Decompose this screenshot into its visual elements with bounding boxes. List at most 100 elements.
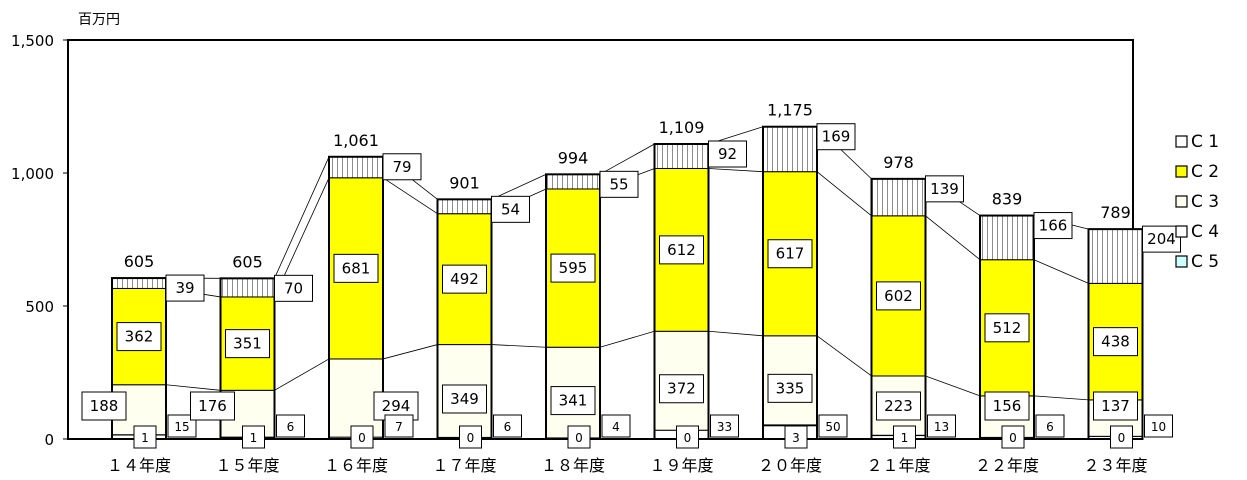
data-label-c1: 79 (382, 153, 422, 181)
data-label-c3: 349 (442, 384, 487, 414)
data-label-c3-text: 341 (559, 392, 588, 410)
data-label-c3: 335 (767, 373, 813, 403)
data-label-c2-text: 492 (450, 270, 479, 288)
data-label-c3-box (81, 391, 127, 421)
bar-c1 (871, 178, 926, 217)
data-label-c2-text: 438 (1101, 333, 1130, 351)
data-label-c3-text: 223 (884, 397, 913, 415)
data-label-c4-box (676, 425, 699, 449)
data-label-c5-box (710, 414, 739, 438)
data-label-c5: 7 (384, 414, 414, 438)
data-label-c2: 617 (767, 239, 813, 269)
data-label-c5-box (167, 414, 197, 438)
data-label-c4: 1 (133, 425, 157, 449)
total-label: 994 (558, 148, 589, 167)
x-tick-label: １８年度 (541, 456, 605, 475)
data-label-c4: 1 (893, 425, 916, 449)
data-label-c1-text: 139 (930, 180, 959, 198)
data-label-c5-box (276, 414, 305, 438)
data-label-c3-box (876, 391, 921, 421)
data-label-c4-box (133, 425, 157, 449)
x-tick-label: １５年度 (215, 456, 279, 475)
data-label-c2-box (659, 235, 704, 265)
connector-c2 (708, 168, 764, 173)
data-label-c3: 341 (550, 386, 596, 416)
connector-lines (165, 126, 1089, 401)
data-label-c4-text: 1 (250, 431, 258, 445)
data-label-c4-box (1001, 425, 1025, 449)
data-label-c5-text: 13 (934, 420, 949, 434)
data-label-c1: 39 (165, 274, 205, 302)
data-label-c5-box (1035, 414, 1065, 438)
data-label-c5-text: 15 (174, 420, 189, 434)
data-label-c5-text: 6 (1046, 420, 1054, 434)
data-label-c5-text: 6 (504, 420, 512, 434)
data-label-c2-text: 512 (993, 319, 1022, 337)
data-label-c4: 0 (676, 425, 699, 449)
data-label-c2-box (225, 329, 270, 359)
data-label-c1: 92 (708, 140, 747, 168)
x-axis: １４年度 １５年度 １６年度 １７年度 １８年度 １９年度 ２０年度 ２１年度 ２２年度 ２３年度 (107, 456, 1148, 475)
data-label-c3: 372 (659, 374, 704, 404)
connector-c3 (274, 358, 330, 391)
legend-swatch (1175, 225, 1188, 238)
data-label-c5-box (601, 414, 631, 438)
data-label-c3-text: 335 (776, 379, 805, 397)
data-label-c2-box (767, 239, 813, 269)
legend-swatch (1175, 165, 1188, 178)
data-label-c1-box (816, 123, 856, 151)
data-label-c5: 6 (1035, 414, 1065, 438)
total-label: 839 (992, 190, 1023, 209)
data-label-c2-text: 602 (884, 287, 913, 305)
data-label-c1: 139 (925, 175, 964, 203)
x-tick-label: １６年度 (324, 456, 388, 475)
data-label-c4: 3 (784, 425, 808, 449)
total-label: 1,109 (659, 118, 705, 137)
x-tick-label: ２０年度 (758, 456, 822, 475)
data-label-c4-text: 0 (358, 431, 366, 445)
legend-label: C 3 (1191, 192, 1219, 212)
connector-c2 (925, 215, 981, 261)
data-label-c1-text: 92 (718, 145, 737, 163)
bar-c1 (979, 215, 1035, 261)
data-label-c5-box (493, 414, 522, 438)
data-label-c4-text: 3 (792, 431, 800, 445)
total-label: 1,061 (333, 131, 379, 150)
data-label-c1-box (382, 153, 422, 181)
data-label-c4-text: 0 (467, 431, 475, 445)
total-label: 1,175 (767, 101, 813, 120)
data-label-c1-text: 169 (822, 128, 851, 146)
connector-c3 (165, 384, 221, 391)
data-label-c4: 0 (459, 425, 482, 449)
data-label-c4: 0 (567, 425, 591, 449)
data-label-c2: 492 (442, 264, 487, 294)
data-label-c5-text: 10 (1151, 420, 1166, 434)
data-label-c5: 13 (927, 414, 956, 438)
data-label-c4: 0 (1110, 425, 1133, 449)
data-label-c5-text: 33 (717, 420, 732, 434)
data-label-c3-box (767, 373, 813, 403)
data-label-c5-box (1144, 414, 1173, 438)
data-label-c1-text: 55 (609, 175, 628, 193)
data-label-c3-box (442, 384, 487, 414)
data-label-c3-text: 176 (198, 397, 227, 415)
connector-total (491, 173, 547, 200)
y-axis-label: 百万円 (78, 12, 120, 28)
data-label-c1: 55 (599, 170, 639, 198)
data-label-c3: 176 (190, 391, 235, 421)
data-labels: 6053623918811560535170176161,06168179294… (81, 101, 1181, 449)
data-label-c3: 156 (984, 391, 1030, 421)
data-label-c5-box (384, 414, 414, 438)
connector-c3 (1033, 395, 1089, 401)
data-label-c1-box (599, 170, 639, 198)
data-label-c5: 33 (710, 414, 739, 438)
data-label-c1: 204 (1142, 225, 1181, 253)
data-label-c1: 70 (274, 274, 313, 302)
data-label-c4-box (350, 425, 374, 449)
data-label-c2-box (876, 281, 921, 311)
data-label-c5: 4 (601, 414, 631, 438)
data-label-c3-box (984, 391, 1030, 421)
bar-c1 (1088, 228, 1143, 284)
data-label-c1-box (708, 140, 747, 168)
connector-c3 (382, 344, 438, 360)
